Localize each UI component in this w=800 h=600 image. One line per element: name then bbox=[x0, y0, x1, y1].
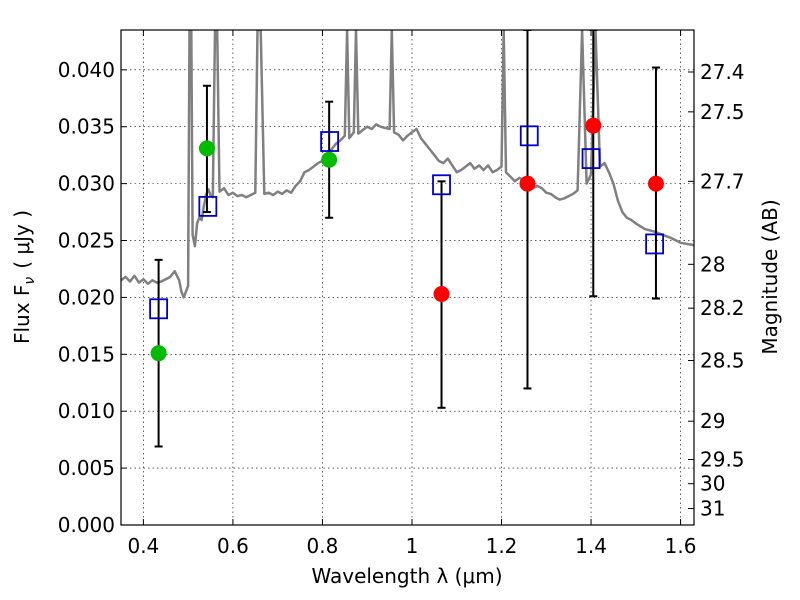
y-tick-label: 0.035 bbox=[58, 115, 115, 139]
plot-content bbox=[121, 30, 694, 448]
y-tick-label: 0.010 bbox=[58, 399, 115, 423]
model-point-square bbox=[432, 174, 451, 196]
y-axis-label: Flux Fν ( μJy ) bbox=[10, 210, 38, 344]
model-point-square bbox=[198, 195, 218, 217]
x-axis-label: Wavelength λ (μm) bbox=[311, 564, 502, 588]
model-point-square bbox=[645, 233, 665, 255]
model-spectrum-line bbox=[121, 30, 694, 299]
x-tick-label: 1 bbox=[406, 534, 419, 558]
y-tick-label: 0.000 bbox=[58, 513, 115, 537]
y2-tick-label: 28.5 bbox=[700, 349, 745, 373]
y-tick-label: 0.025 bbox=[58, 229, 115, 253]
y-tick-label: 0.020 bbox=[58, 285, 115, 309]
data-point-circle bbox=[150, 345, 167, 362]
x-tick-label: 0.8 bbox=[307, 534, 339, 558]
data-point-circle bbox=[519, 175, 536, 192]
spectrum-layer bbox=[121, 30, 694, 299]
data-point-circle bbox=[433, 286, 450, 302]
model-point-square bbox=[519, 125, 539, 147]
y2-tick-label: 29.5 bbox=[700, 448, 745, 472]
data-point-circle bbox=[198, 140, 215, 157]
marker-layer bbox=[149, 117, 665, 362]
y2-tick-label: 30 bbox=[700, 472, 725, 496]
y2-tick-label: 29 bbox=[700, 409, 725, 433]
data-point-circle bbox=[585, 117, 602, 134]
y-tick-label: 0.015 bbox=[58, 342, 115, 366]
y2-tick-label: 31 bbox=[700, 497, 725, 521]
y-axis-label-subscript: ν bbox=[22, 277, 38, 285]
y2-axis-label-group: Magnitude (AB) bbox=[758, 199, 782, 354]
x-tick-label: 1.2 bbox=[486, 534, 518, 558]
y2-tick-label: 27.7 bbox=[700, 169, 745, 193]
data-point-circle bbox=[321, 151, 338, 168]
data-point-circle bbox=[647, 175, 664, 192]
x-tick-label: 0.4 bbox=[127, 534, 159, 558]
y2-tick-label: 27.5 bbox=[700, 100, 745, 124]
y-axis-label-main: Flux F bbox=[10, 285, 34, 344]
y2-tick-label: 28 bbox=[700, 252, 725, 276]
model-point-square bbox=[581, 148, 601, 169]
x-tick-label: 1.6 bbox=[665, 534, 697, 558]
y-tick-label: 0.040 bbox=[58, 58, 115, 82]
y2-axis-label: Magnitude (AB) bbox=[758, 199, 782, 354]
y2-tick-label: 28.2 bbox=[700, 296, 745, 320]
x-tick-label: 1.4 bbox=[575, 534, 607, 558]
model-point-square bbox=[320, 131, 340, 152]
y-axis-label-unit: ( μJy ) bbox=[10, 210, 34, 269]
y-tick-label: 0.005 bbox=[58, 456, 115, 480]
plot-frame bbox=[120, 29, 695, 526]
y-axis-label-group: Flux Fν ( μJy ) bbox=[10, 210, 38, 344]
x-tick-label: 0.6 bbox=[217, 534, 249, 558]
model-point-square bbox=[149, 298, 169, 320]
y-tick-label: 0.030 bbox=[58, 172, 115, 196]
y2-tick-label: 27.4 bbox=[700, 60, 745, 84]
ticks: 0.4 0.6 0.8 1 1.2 1.4 1.6 0.000 0.005 0.010 0.015 0… bbox=[58, 30, 745, 558]
